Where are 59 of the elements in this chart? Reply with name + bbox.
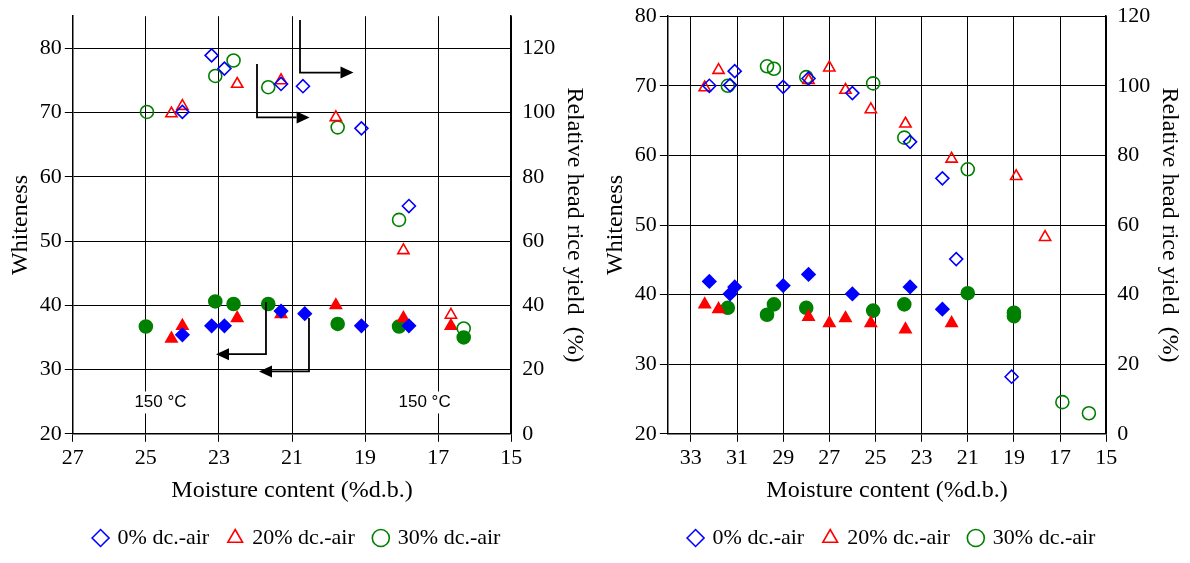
x-tick-label: 33 [679, 443, 702, 469]
y2-tick-label: 100 [1117, 71, 1151, 97]
y2-tick-label: 60 [522, 226, 545, 252]
x-tick-label: 21 [956, 443, 979, 469]
y2-axis-title: Relative head rice yield (%) [1158, 87, 1185, 363]
annotation: 150 °C [134, 392, 187, 412]
y2-tick-label: 80 [522, 162, 545, 188]
y2-tick-label: 40 [1117, 280, 1140, 306]
legend-label: 0% dc.-air [117, 523, 210, 549]
y-tick-label: 70 [634, 71, 657, 97]
y-tick-label: 20 [39, 419, 62, 445]
y2-tick-label: 40 [522, 291, 545, 317]
legend-label: 0% dc.-air [712, 523, 805, 549]
y-tick-label: 40 [634, 280, 657, 306]
y-tick-label: 50 [634, 210, 657, 236]
y-tick-label: 20 [634, 419, 657, 445]
x-tick-label: 25 [134, 443, 157, 469]
legend-label: 20% dc.-air [847, 523, 951, 549]
y-tick-label: 60 [634, 141, 657, 167]
x-tick-label: 23 [910, 443, 933, 469]
x-axis-title: Moisture content (%d.b.) [171, 475, 413, 502]
y2-tick-label: 20 [1117, 349, 1140, 375]
x-tick-label: 23 [207, 443, 230, 469]
annotation: 150 °C [398, 392, 451, 412]
y-tick-label: 60 [39, 162, 62, 188]
y-tick-label: 70 [39, 98, 62, 124]
x-tick-label: 17 [1049, 443, 1072, 469]
y-axis-title: Whiteness [5, 175, 32, 275]
y2-tick-label: 20 [522, 355, 545, 381]
legend-label: 30% dc.-air [397, 523, 502, 549]
y2-tick-label: 80 [1117, 141, 1140, 167]
y2-tick-label: 60 [1117, 210, 1140, 236]
x-tick-label: 19 [1002, 443, 1025, 469]
x-tick-label: 29 [772, 443, 795, 469]
x-tick-label: 15 [500, 443, 523, 469]
x-tick-label: 15 [1095, 443, 1118, 469]
x-axis-title: Moisture content (%d.b.) [766, 475, 1008, 502]
x-tick-label: 17 [427, 443, 450, 469]
y2-tick-label: 0 [1117, 419, 1129, 445]
legend-label: 20% dc.-air [252, 523, 356, 549]
y-tick-label: 30 [634, 349, 657, 375]
x-tick-label: 19 [354, 443, 377, 469]
y2-tick-label: 0 [522, 419, 534, 445]
x-tick-label: 31 [726, 443, 749, 469]
x-tick-label: 21 [281, 443, 303, 469]
y-tick-label: 30 [39, 355, 62, 381]
y2-tick-label: 100 [522, 98, 556, 124]
x-tick-label: 27 [818, 443, 841, 469]
y2-tick-label: 120 [1117, 1, 1151, 27]
y-tick-label: 80 [39, 34, 62, 60]
x-tick-label: 25 [864, 443, 887, 469]
y2-axis-title: Relative head rice yield (%) [563, 87, 590, 363]
y-axis-title: Whiteness [600, 175, 627, 275]
x-tick-label: 27 [61, 443, 84, 469]
legend-label: 30% dc.-air [992, 523, 1097, 549]
y-tick-label: 50 [39, 226, 62, 252]
y2-tick-label: 120 [522, 34, 556, 60]
y-tick-label: 80 [634, 1, 657, 27]
y-tick-label: 40 [39, 291, 62, 317]
